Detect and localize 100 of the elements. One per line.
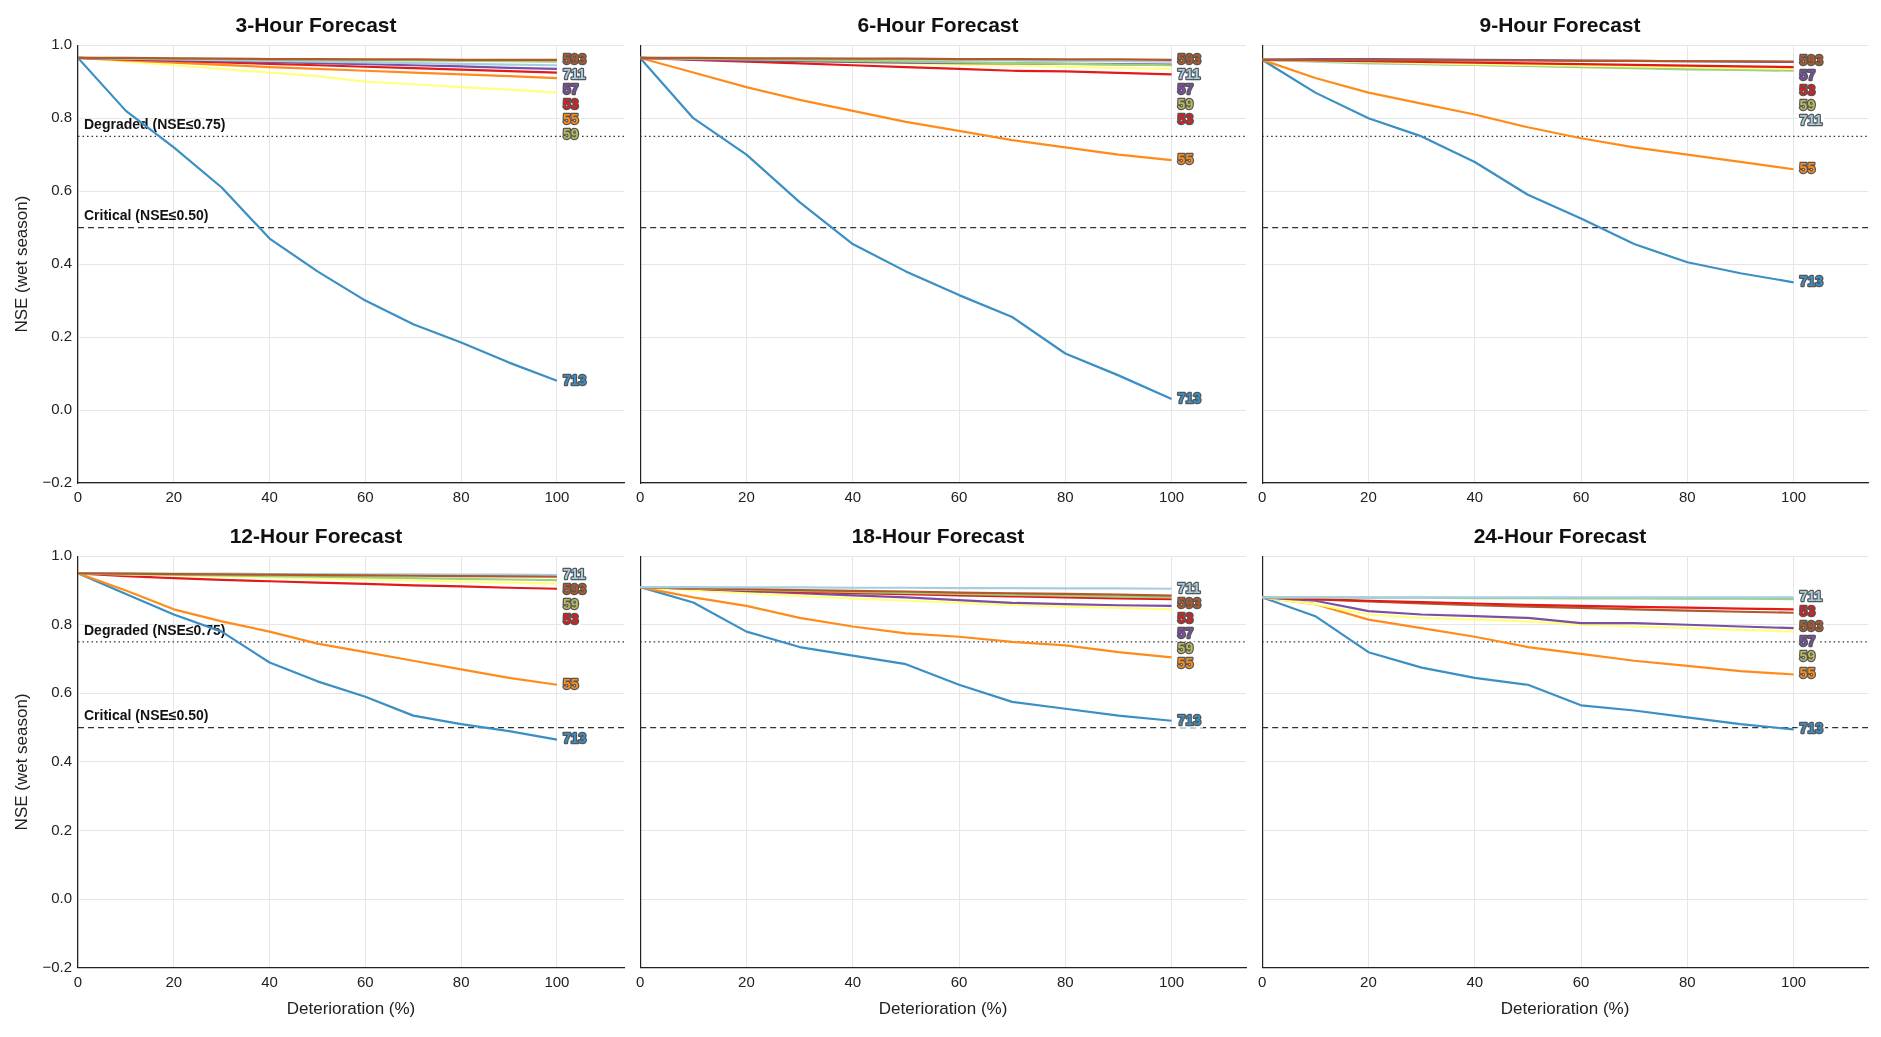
chart-title: 3-Hour Forecast (235, 13, 397, 37)
ref-line-label: Critical (NSE≤0.50) (84, 207, 209, 224)
series-label: 593 (1177, 50, 1202, 67)
x-tick-label: 80 (452, 488, 470, 506)
y-tick-label: 1.0 (51, 546, 73, 564)
text: 59 (1799, 97, 1816, 114)
series-label: 55 (1177, 654, 1194, 671)
x-tick-label: 60 (950, 972, 968, 990)
series-label: 59 (1799, 648, 1816, 665)
x-tick-label: 40 (1466, 488, 1484, 506)
x-axis-title: Deterioration (%) (286, 999, 416, 1019)
y-tick-label: −0.2 (42, 473, 73, 491)
series-label: 57 (1177, 624, 1194, 641)
series-label: 55 (1177, 150, 1194, 167)
x-tick-label: 20 (738, 488, 755, 506)
series-label: 711 (1799, 588, 1823, 605)
x-tick-label: 100 (1781, 972, 1807, 990)
x-tick-label: 0 (636, 972, 645, 990)
series-label: 711 (1177, 65, 1201, 82)
series-label: 59 (562, 595, 579, 612)
x-tick-label: 20 (165, 972, 183, 990)
series-label: 593 (1799, 52, 1824, 69)
y-tick-label: 0.0 (51, 889, 73, 907)
x-tick-label: 0 (636, 488, 645, 506)
series-label: 57 (1799, 633, 1816, 650)
y-tick-label: 0.6 (51, 181, 73, 199)
y-tick-label: 0.0 (51, 400, 73, 418)
x-tick-label: 40 (261, 488, 278, 506)
x-tick-label: 80 (452, 972, 470, 990)
series-label: 53 (1799, 603, 1816, 620)
series-label: 593 (562, 50, 587, 67)
chart-title: 18-Hour Forecast (851, 524, 1025, 548)
chart-title: 24-Hour Forecast (1473, 524, 1647, 548)
series-label: 55 (1799, 665, 1816, 682)
text: 53 (1177, 110, 1194, 127)
series-label: 593 (1799, 618, 1824, 635)
y-axis-title: NSE (wet season) (11, 693, 31, 831)
chart-title: 6-Hour Forecast (857, 13, 1019, 37)
x-tick-label: 0 (73, 972, 83, 990)
series-label: 53 (562, 95, 579, 112)
x-tick-label: 80 (1056, 972, 1074, 990)
series-label: 711 (562, 65, 586, 82)
x-tick-label: 100 (1159, 972, 1185, 990)
series-label: 713 (1177, 389, 1202, 406)
x-axis-title: Deterioration (%) (878, 999, 1008, 1019)
series-label: 711 (562, 565, 586, 582)
text: 59 (1177, 639, 1194, 656)
series-label: 55 (1799, 160, 1816, 177)
y-tick-label: 0.8 (51, 108, 73, 126)
y-tick-label: 0.2 (51, 820, 73, 838)
series-label: 713 (562, 730, 587, 747)
series-label: 713 (1799, 273, 1824, 290)
series-label: 55 (562, 675, 579, 692)
series-label: 59 (1177, 95, 1194, 112)
x-tick-label: 60 (950, 488, 968, 506)
y-axis-title: NSE (wet season) (11, 195, 31, 333)
series-label: 53 (1177, 609, 1194, 626)
x-tick-label: 100 (1781, 488, 1807, 506)
y-tick-label: 0.2 (51, 327, 73, 345)
series-label: 53 (1799, 82, 1816, 99)
x-tick-label: 20 (1360, 972, 1377, 990)
chart-title: 12-Hour Forecast (229, 524, 403, 548)
x-tick-label: 100 (1159, 488, 1185, 506)
x-tick-label: 0 (73, 488, 83, 506)
series-label: 713 (562, 371, 587, 388)
series-label: 53 (562, 610, 579, 627)
y-tick-label: −0.2 (42, 957, 73, 975)
chart-title: 9-Hour Forecast (1479, 13, 1641, 37)
y-tick-label: 1.0 (51, 35, 73, 53)
x-tick-label: 100 (544, 972, 570, 990)
series-label: 593 (1177, 594, 1202, 611)
x-tick-label: 60 (1572, 488, 1590, 506)
series-label: 713 (1177, 711, 1202, 728)
text: 711 (1799, 112, 1823, 129)
x-tick-label: 100 (544, 488, 570, 506)
x-tick-label: 60 (357, 488, 374, 506)
x-tick-label: 20 (1360, 488, 1377, 506)
x-tick-label: 60 (1572, 972, 1590, 990)
text: 59 (562, 125, 579, 142)
x-tick-label: 0 (1258, 972, 1267, 990)
series-label: 57 (1177, 80, 1194, 97)
x-tick-label: 20 (165, 488, 183, 506)
series-label: 711 (1177, 579, 1201, 596)
x-tick-label: 80 (1678, 488, 1696, 506)
y-tick-label: 0.6 (51, 683, 73, 701)
text: 55 (562, 110, 579, 127)
series-label: 713 (1799, 720, 1824, 737)
x-axis-title: Deterioration (%) (1500, 999, 1630, 1019)
y-tick-label: 0.4 (51, 254, 73, 272)
y-tick-label: 0.4 (51, 752, 73, 770)
x-tick-label: 40 (844, 488, 862, 506)
series-label: 593 (562, 580, 587, 597)
x-tick-label: 80 (1056, 488, 1074, 506)
x-tick-label: 40 (261, 972, 278, 990)
x-tick-label: 60 (357, 972, 374, 990)
x-tick-label: 40 (844, 972, 862, 990)
series-label: 57 (562, 80, 579, 97)
series-label: 57 (1799, 67, 1816, 84)
x-tick-label: 40 (1466, 972, 1484, 990)
x-tick-label: 0 (1258, 488, 1267, 506)
